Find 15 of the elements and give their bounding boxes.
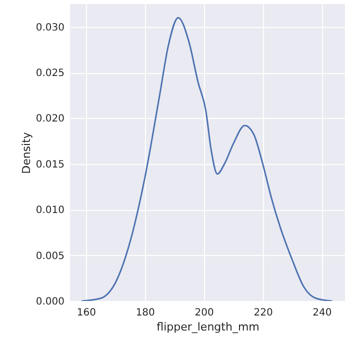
y-tick-label: 0.005 — [36, 250, 64, 262]
x-tick-label: 160 — [76, 308, 96, 318]
x-tick-label: 180 — [136, 308, 155, 318]
x-tick-label: 240 — [312, 308, 332, 318]
y-tick-label: 0.000 — [36, 296, 64, 308]
y-tick-label: 0.025 — [36, 68, 64, 80]
x-tick-label: 200 — [194, 308, 214, 318]
y-tick-label: 0.010 — [36, 205, 64, 216]
y-tick-label: 0.020 — [36, 114, 64, 125]
y-axis-title: Density — [20, 132, 33, 174]
x-axis-title: flipper_length_mm — [156, 320, 260, 334]
y-tick-label: 0.015 — [36, 159, 64, 170]
x-tick-label: 220 — [254, 308, 273, 318]
line-series — [80, 16, 333, 301]
y-tick-label: 0.030 — [36, 22, 64, 34]
